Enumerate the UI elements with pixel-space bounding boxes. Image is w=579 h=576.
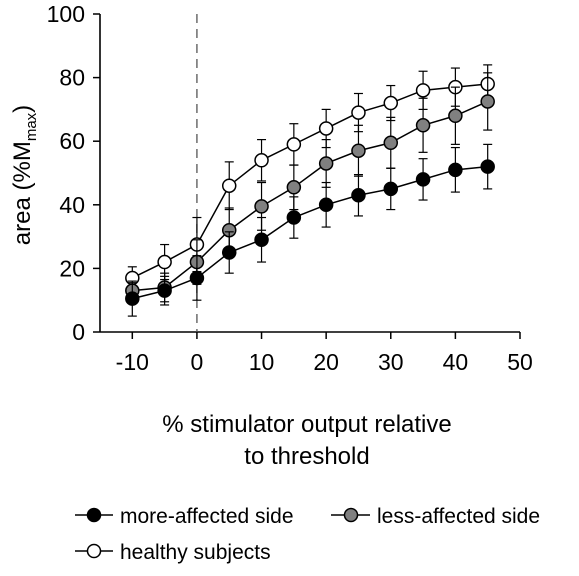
y-tick-label: 0 bbox=[72, 319, 85, 345]
x-tick-label: 50 bbox=[507, 349, 533, 375]
legend: more-affected side less-affected side he… bbox=[75, 505, 540, 564]
data-point bbox=[351, 143, 366, 158]
x-tick-label: 30 bbox=[378, 349, 404, 375]
data-point bbox=[383, 135, 399, 151]
x-tick-label: 0 bbox=[191, 349, 204, 375]
series-less-affected-side bbox=[125, 72, 495, 303]
legend-marker-less-affected bbox=[343, 507, 359, 523]
legend-item-less-affected: less-affected side bbox=[331, 505, 540, 528]
data-point bbox=[286, 180, 302, 195]
x-tick-label: 40 bbox=[443, 349, 469, 375]
data-point bbox=[351, 188, 366, 203]
data-point bbox=[448, 162, 463, 178]
y-axis-label-subscript: max bbox=[23, 112, 40, 141]
y-tick-label: 60 bbox=[59, 128, 85, 154]
data-point bbox=[254, 153, 269, 168]
y-tick-label: 40 bbox=[59, 192, 85, 218]
data-point bbox=[383, 95, 399, 111]
axes: 0 20 40 60 80 100 -10 0 10 20 30 40 50 bbox=[47, 1, 533, 375]
series-healthy-subjects bbox=[125, 64, 495, 290]
legend-label-healthy: healthy subjects bbox=[120, 541, 271, 564]
x-tick-label: 20 bbox=[313, 349, 339, 375]
y-tick-label: 20 bbox=[59, 255, 85, 281]
y-axis-label-close: ) bbox=[9, 105, 36, 113]
data-point bbox=[415, 118, 431, 133]
data-point bbox=[480, 159, 495, 174]
data-point bbox=[318, 121, 334, 136]
series-line-healthy-subjects bbox=[131, 83, 488, 279]
data-point bbox=[383, 181, 399, 197]
y-tick-label: 100 bbox=[47, 1, 85, 27]
data-point bbox=[125, 291, 140, 306]
data-point bbox=[157, 254, 172, 270]
data-point bbox=[221, 178, 237, 193]
data-point bbox=[254, 199, 269, 214]
data-point bbox=[157, 283, 172, 298]
data-point bbox=[415, 172, 431, 187]
x-tick-label: 10 bbox=[249, 349, 275, 375]
data-series bbox=[125, 64, 495, 317]
legend-item-healthy: healthy subjects bbox=[75, 541, 271, 564]
data-point bbox=[254, 232, 269, 248]
data-point bbox=[221, 245, 237, 260]
legend-label-more-affected: more-affected side bbox=[120, 505, 294, 528]
legend-label-less-affected: less-affected side bbox=[377, 505, 540, 528]
series-line-less-affected-side bbox=[132, 100, 488, 292]
x-axis-label-line-2: to threshold bbox=[244, 443, 369, 470]
y-axis-label-main: area (%M bbox=[9, 141, 36, 245]
x-axis-label-line-1: % stimulator output relative bbox=[162, 411, 451, 438]
data-point bbox=[351, 105, 366, 120]
data-point bbox=[318, 197, 334, 213]
y-axis-label: area (%Mmax) bbox=[9, 105, 40, 245]
data-point bbox=[318, 156, 334, 171]
data-point bbox=[415, 83, 431, 98]
legend-marker-more-affected bbox=[86, 507, 102, 523]
data-point bbox=[286, 210, 302, 225]
data-point bbox=[286, 137, 302, 152]
data-point bbox=[480, 94, 495, 109]
data-point bbox=[189, 270, 205, 286]
x-tick-label: -10 bbox=[116, 349, 149, 375]
series-line-more-affected-side bbox=[132, 165, 488, 300]
legend-item-more-affected: more-affected side bbox=[75, 505, 294, 528]
legend-marker-healthy bbox=[86, 543, 102, 559]
series-more-affected-side bbox=[125, 143, 495, 317]
y-tick-label: 80 bbox=[59, 65, 85, 91]
data-point bbox=[448, 108, 463, 124]
